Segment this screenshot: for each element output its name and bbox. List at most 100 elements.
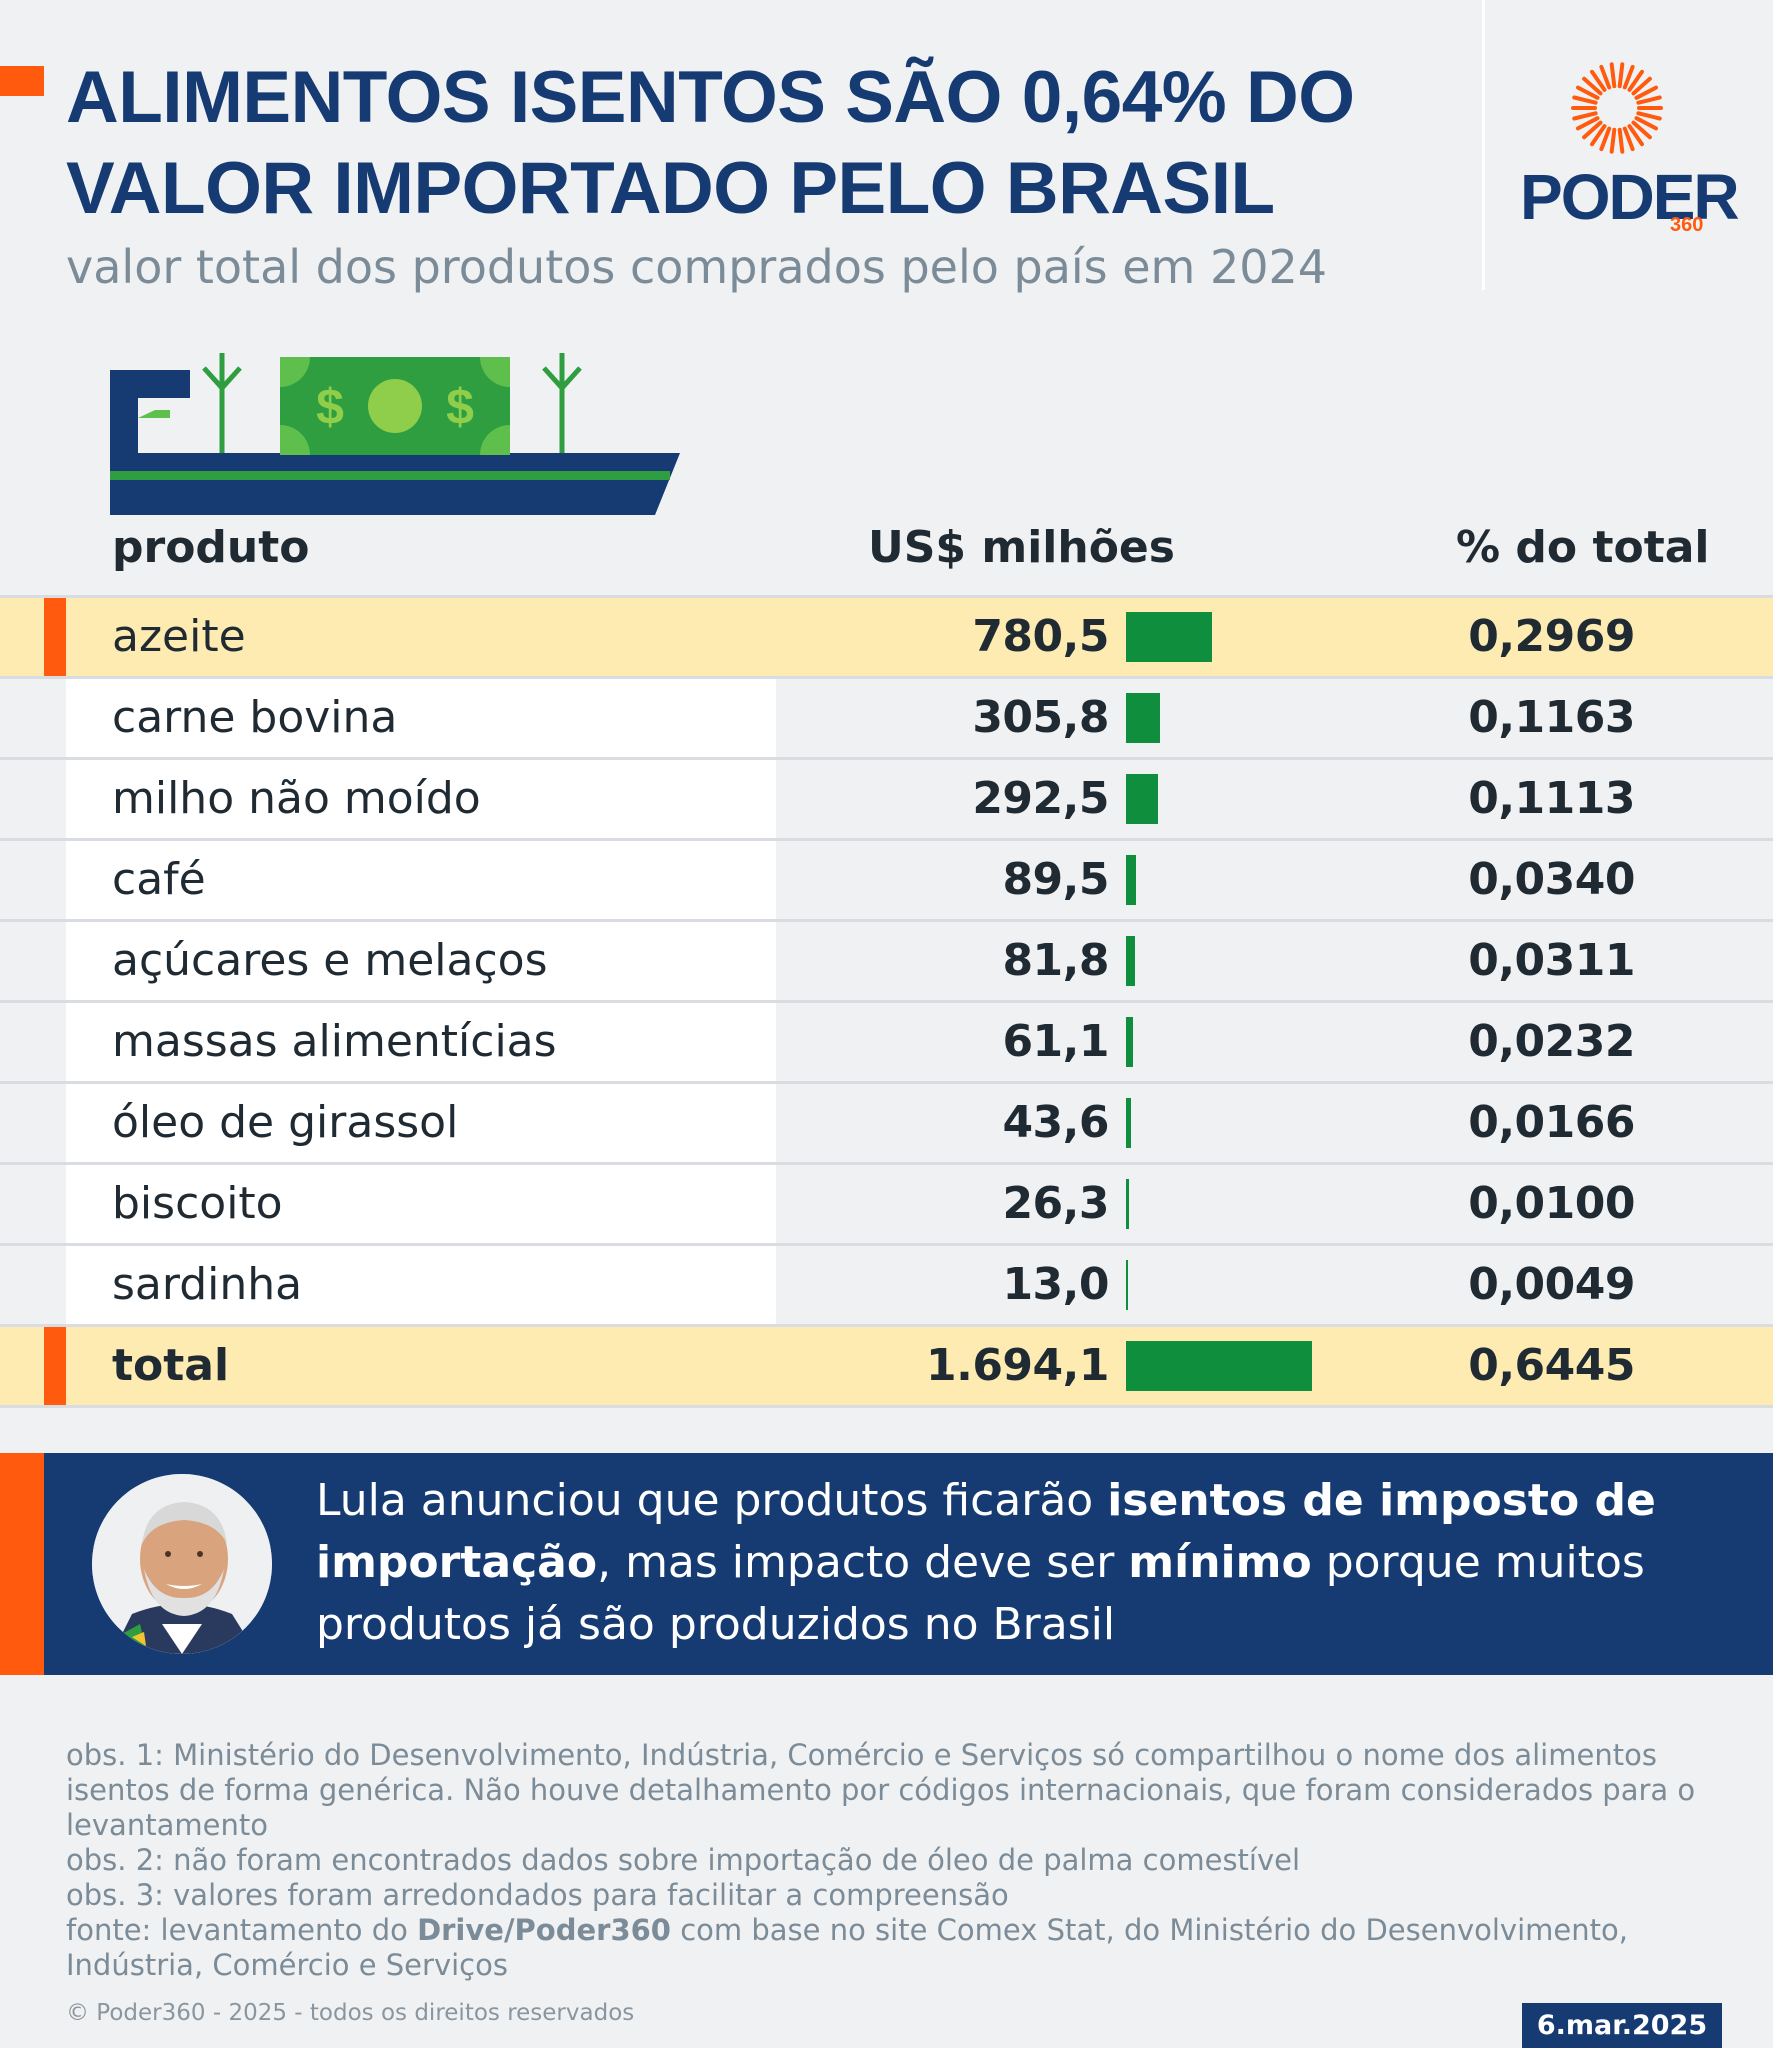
cargo-ship-illustration: $ $: [110, 353, 680, 515]
row-label-background: [66, 679, 776, 757]
table-row: milho não moído 292,5 0,1113: [0, 757, 1773, 838]
title-accent-bar: [0, 66, 44, 96]
logo-ray: [1590, 69, 1607, 92]
table-row: óleo de girassol 43,6 0,0166: [0, 1081, 1773, 1162]
logo-ray: [1609, 62, 1617, 89]
svg-text:$: $: [316, 379, 344, 435]
value-bar: [1126, 1341, 1312, 1391]
quote-banner: [0, 1453, 1773, 1675]
logo-ray: [1609, 127, 1617, 154]
note-obs-3: obs. 3: valores foram arredondados para …: [66, 1878, 1009, 1912]
logo-ray: [1636, 95, 1662, 105]
note-obs-1: obs. 1: Ministério do Desenvolvimento, I…: [66, 1738, 1696, 1842]
title-line-2: VALOR IMPORTADO PELO BRASIL: [66, 148, 1275, 229]
logo-ray: [1622, 64, 1635, 90]
column-header-percentual: % do total: [1456, 522, 1710, 573]
quote-part-2: , mas impacto deve ser: [597, 1537, 1129, 1588]
row-label-background: [66, 1084, 776, 1162]
value-bar: [1126, 1179, 1129, 1229]
logo-ray: [1599, 64, 1612, 90]
cell-valor: 305,8: [972, 692, 1109, 743]
cell-valor: 292,5: [972, 773, 1109, 824]
logo-ray: [1631, 120, 1652, 140]
logo-ray: [1627, 69, 1644, 92]
logo-number: 360: [1670, 214, 1704, 236]
cell-valor: 89,5: [1002, 854, 1109, 905]
column-header-valor: US$ milhões: [868, 522, 1175, 573]
note-obs-2: obs. 2: não foram encontrados dados sobr…: [66, 1843, 1301, 1877]
cell-produto: milho não moído: [112, 773, 481, 824]
logo-ray: [1617, 127, 1625, 154]
cell-percentual: 0,0232: [1468, 1016, 1635, 1067]
cell-percentual: 0,6445: [1468, 1340, 1635, 1391]
svg-text:$: $: [446, 379, 474, 435]
quote-bold-1: isentos de imposto de importação: [316, 1475, 1656, 1588]
value-bar: [1126, 774, 1158, 824]
logo-ray: [1572, 95, 1598, 105]
logo-ray: [1636, 111, 1662, 121]
cell-percentual: 0,0340: [1468, 854, 1635, 905]
cell-valor: 81,8: [1002, 935, 1109, 986]
quote-part-1: Lula anunciou que produtos ficarão: [316, 1475, 1108, 1526]
cell-valor: 26,3: [1002, 1178, 1109, 1229]
logo-ray: [1627, 124, 1644, 147]
value-bar: [1126, 1260, 1128, 1310]
cell-percentual: 0,0100: [1468, 1178, 1635, 1229]
sun-rays-icon: [1571, 62, 1663, 154]
lula-portrait-avatar: [92, 1474, 272, 1654]
cell-produto: açúcares e melaços: [112, 935, 548, 986]
logo-ray: [1576, 85, 1600, 100]
table-total-row: total 1.694,1 0,6445: [0, 1324, 1773, 1408]
cell-valor: 1.694,1: [925, 1340, 1110, 1391]
logo-ray: [1572, 111, 1598, 121]
source-prefix: fonte: levantamento do: [66, 1913, 418, 1947]
logo-word: PODER: [1520, 161, 1740, 233]
data-table: azeite 780,5 0,2969 carne bovina 305,8 0,1163…: [0, 595, 1773, 1408]
source-bold: Drive/Poder360: [417, 1913, 671, 1947]
cell-percentual: 0,1113: [1468, 773, 1635, 824]
cell-percentual: 0,0049: [1468, 1259, 1635, 1310]
cell-valor: 43,6: [1002, 1097, 1109, 1148]
row-label-background: [66, 1246, 776, 1324]
highlight-marker: [44, 1327, 66, 1405]
cell-produto: café: [112, 854, 206, 905]
quote-banner-accent: [0, 1453, 44, 1675]
value-bar: [1126, 1017, 1133, 1067]
column-header-produto: produto: [112, 522, 310, 573]
banknote-icon: $ $: [280, 357, 510, 455]
value-bar: [1126, 612, 1212, 662]
logo-ray: [1599, 126, 1612, 152]
note-source: fonte: levantamento do Drive/Poder360 co…: [66, 1913, 1726, 1983]
date-badge: 6.mar.2025: [1522, 2003, 1722, 2048]
quote-bold-2: mínimo: [1128, 1537, 1312, 1588]
cell-produto: sardinha: [112, 1259, 303, 1310]
table-row: sardinha 13,0 0,0049: [0, 1243, 1773, 1324]
quote-text: Lula anunciou que produtos ficarão isent…: [316, 1470, 1736, 1656]
logo-ray: [1634, 85, 1658, 100]
footnotes: obs. 1: Ministério do Desenvolvimento, I…: [66, 1738, 1726, 1983]
cell-valor: 780,5: [972, 611, 1109, 662]
value-bar: [1126, 855, 1136, 905]
value-bar: [1126, 693, 1160, 743]
logo-ray: [1631, 76, 1652, 96]
logo-ray: [1576, 116, 1600, 131]
row-label-background: [66, 760, 776, 838]
table-row: massas alimentícias 61,1 0,0232: [0, 1000, 1773, 1081]
cell-produto: biscoito: [112, 1178, 283, 1229]
table-row: açúcares e melaços 81,8 0,0311: [0, 919, 1773, 1000]
logo-ray: [1582, 76, 1603, 96]
cell-valor: 13,0: [1002, 1259, 1109, 1310]
logo-ray: [1634, 116, 1658, 131]
cell-produto: carne bovina: [112, 692, 398, 743]
cell-valor: 61,1: [1002, 1016, 1109, 1067]
cell-percentual: 0,2969: [1468, 611, 1635, 662]
cell-percentual: 0,0311: [1468, 935, 1635, 986]
copyright: © Poder360 - 2025 - todos os direitos re…: [66, 2000, 635, 2026]
row-label-background: [66, 1003, 776, 1081]
page-title: ALIMENTOS ISENTOS SÃO 0,64% DO VALOR IMP…: [66, 52, 1466, 234]
logo-ray: [1622, 126, 1635, 152]
page-subtitle: valor total dos produtos comprados pelo …: [66, 240, 1328, 294]
table-row: carne bovina 305,8 0,1163: [0, 676, 1773, 757]
title-line-1: ALIMENTOS ISENTOS SÃO 0,64% DO: [66, 57, 1355, 138]
value-bar: [1126, 1098, 1131, 1148]
